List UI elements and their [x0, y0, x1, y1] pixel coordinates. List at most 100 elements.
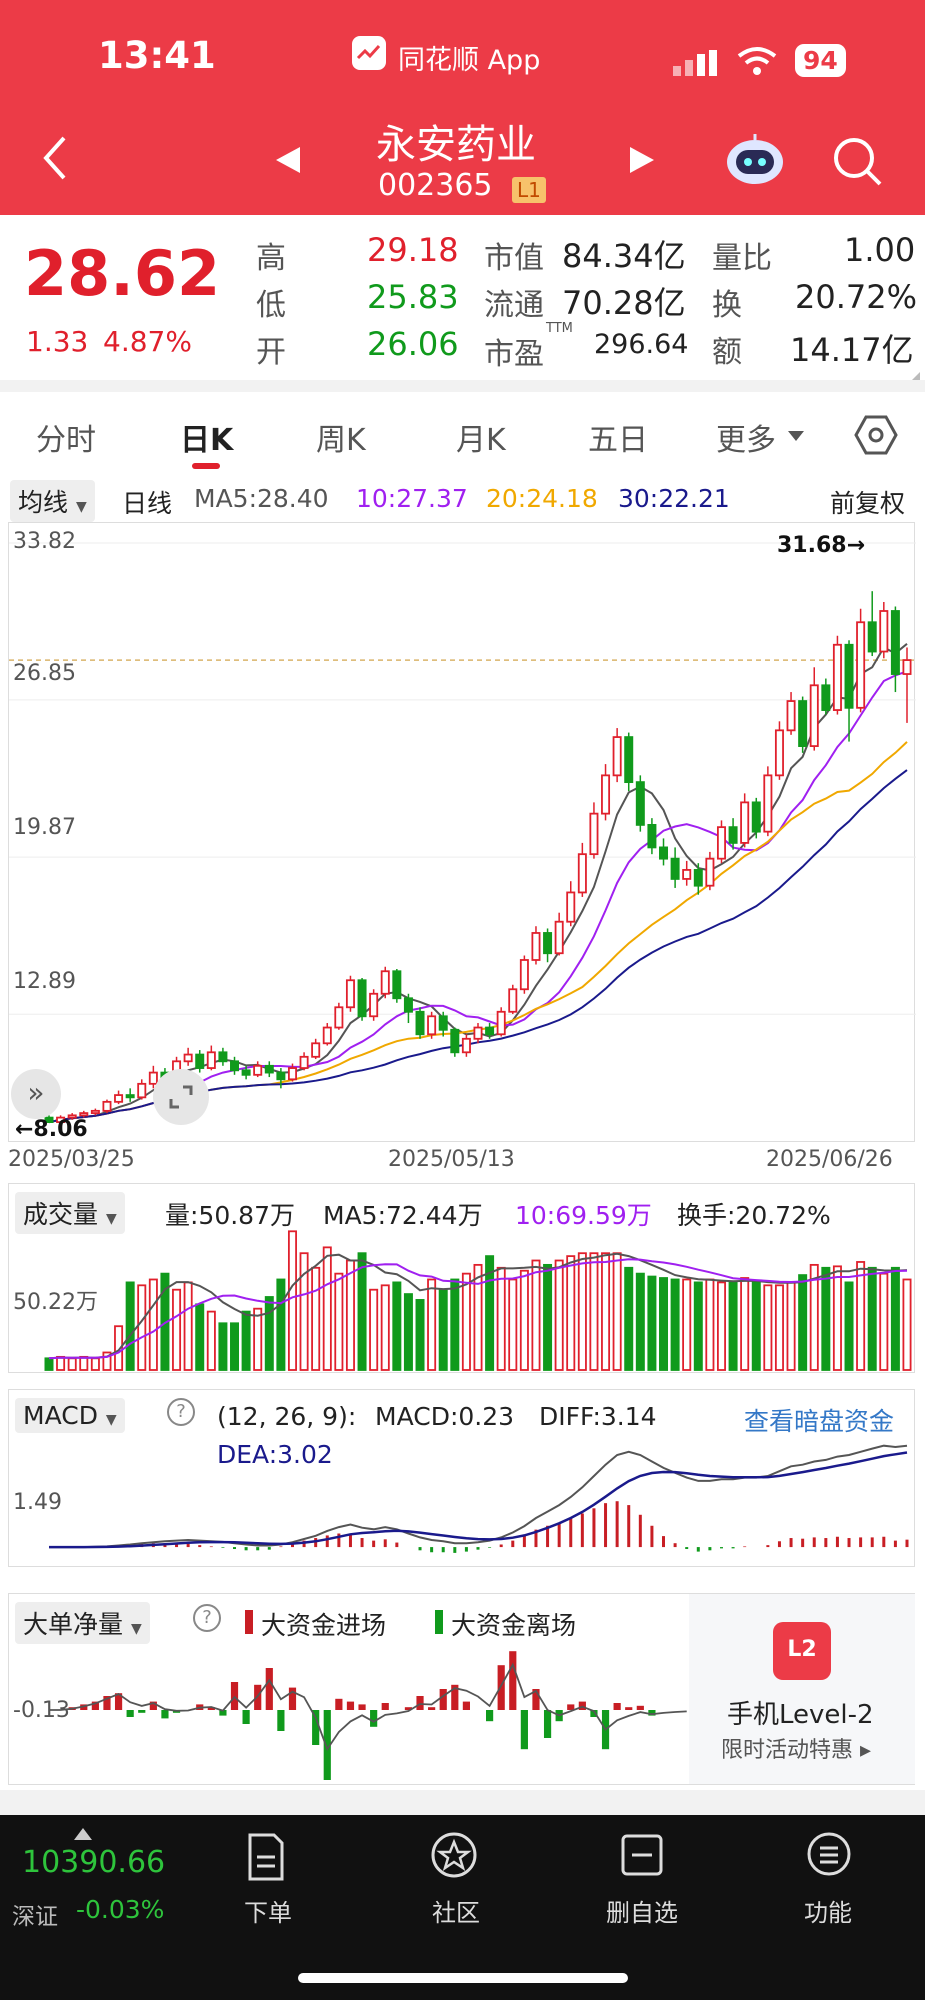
- ma30-value: 30:22.21: [618, 484, 730, 513]
- candle: [635, 781, 645, 826]
- bigorder-select[interactable]: 大单净量 ▼: [15, 1602, 150, 1644]
- ma-select[interactable]: 均线 ▼: [10, 480, 95, 522]
- volume-bar: [392, 1281, 402, 1371]
- volume-bar: [102, 1351, 112, 1371]
- kline-chart[interactable]: 33.82 26.85 19.87 12.89 31.68→ ←8.06 »: [8, 522, 916, 1142]
- expand-left-icon[interactable]: »: [11, 1069, 61, 1119]
- volume-panel[interactable]: 成交量 ▼ 量:50.87万 MA5:72.44万 10:69.59万 换手:2…: [8, 1183, 915, 1373]
- chevron-down-icon: ▼: [105, 1412, 117, 1428]
- index-change: -0.03%: [76, 1895, 165, 1924]
- ma5-line: [48, 643, 908, 1124]
- high-value: 29.18: [367, 231, 459, 269]
- tab-more[interactable]: 更多: [716, 423, 776, 458]
- candle: [369, 992, 379, 1018]
- legend-out-label: 大资金离场: [451, 1611, 577, 1640]
- candle: [230, 1060, 240, 1072]
- search-icon[interactable]: [832, 136, 884, 192]
- level-badge: L1: [512, 177, 546, 203]
- volume-bar: [577, 1252, 587, 1371]
- level2-promo[interactable]: L2 手机Level-2 限时活动特惠 ▸: [689, 1594, 915, 1784]
- volume-bar: [601, 1252, 611, 1371]
- menu-icon[interactable]: [806, 1831, 852, 1881]
- bigorder-bar: [138, 1710, 146, 1713]
- community-icon[interactable]: [430, 1831, 478, 1883]
- bigorder-bar: [381, 1703, 389, 1710]
- candle: [311, 1042, 321, 1058]
- volume-bar: [543, 1263, 553, 1371]
- bigorder-bar: [416, 1696, 424, 1710]
- volume-bar: [276, 1278, 286, 1371]
- volume-bar: [241, 1310, 251, 1371]
- prev-stock-icon[interactable]: [272, 145, 302, 179]
- candle: [867, 621, 877, 653]
- volume-bar: [682, 1278, 692, 1371]
- bigorder-bar: [567, 1704, 575, 1710]
- volume-bar: [369, 1288, 379, 1371]
- open-value: 26.06: [367, 325, 459, 363]
- macd-panel[interactable]: MACD ▼ ? (12, 26, 9): MACD:0.23 DIFF:3.1…: [8, 1389, 915, 1567]
- order-icon[interactable]: [246, 1833, 286, 1885]
- dark-pool-link[interactable]: 查看暗盘资金: [744, 1407, 895, 1436]
- order-label[interactable]: 下单: [244, 1899, 292, 1927]
- amount-value: 14.17亿: [790, 331, 914, 369]
- volume-select[interactable]: 成交量 ▼: [15, 1192, 125, 1234]
- candle: [392, 970, 402, 1000]
- volume-bar: [508, 1278, 518, 1371]
- bigorder-bar: [370, 1710, 378, 1727]
- candle: [890, 610, 900, 675]
- menu-label[interactable]: 功能: [804, 1899, 852, 1927]
- volume-bar: [438, 1288, 448, 1371]
- volume-bar: [380, 1284, 390, 1371]
- volume-bar: [114, 1325, 124, 1371]
- adjust-mode[interactable]: 前复权: [830, 489, 906, 518]
- volume-bar: [172, 1288, 182, 1371]
- bigorder-bar: [636, 1705, 644, 1710]
- volume-y-label: 50.22万: [13, 1290, 98, 1315]
- pe-value: 296.64: [594, 329, 689, 360]
- stock-name: 永安药业: [376, 122, 536, 168]
- back-icon[interactable]: [40, 134, 70, 186]
- tab-five-day[interactable]: 五日: [588, 423, 648, 458]
- y-label-3: 19.87: [13, 815, 76, 840]
- bigorder-select-label: 大单净量: [23, 1610, 124, 1639]
- bigorder-svg: [49, 1651, 687, 1780]
- y-label-2: 26.85: [13, 661, 76, 686]
- robot-icon[interactable]: [724, 132, 786, 192]
- volume-bar: [856, 1261, 866, 1371]
- fullscreen-icon[interactable]: [153, 1069, 209, 1125]
- macd-value: MACD:0.23: [375, 1402, 515, 1431]
- tab-daily-k[interactable]: 日K: [180, 423, 234, 458]
- bigorder-bar: [462, 1701, 470, 1710]
- community-label[interactable]: 社区: [432, 1899, 480, 1927]
- candle: [90, 1109, 100, 1114]
- remove-watchlist-icon[interactable]: [620, 1833, 664, 1881]
- next-stock-icon[interactable]: [628, 145, 658, 179]
- bigorder-bar: [91, 1701, 99, 1710]
- remove-watchlist-label[interactable]: 删自选: [606, 1899, 678, 1927]
- candle: [682, 869, 692, 880]
- help-icon[interactable]: ?: [193, 1604, 221, 1632]
- volume-bar: [763, 1284, 773, 1371]
- help-icon[interactable]: ?: [167, 1398, 195, 1426]
- settings-hexagon-icon[interactable]: [854, 413, 898, 461]
- date-mid: 2025/05/13: [388, 1147, 515, 1172]
- index-value[interactable]: 10390.66: [22, 1845, 166, 1880]
- low-label: 低: [256, 288, 286, 323]
- mktcap-value: 84.34亿: [562, 237, 686, 275]
- volume-bar: [56, 1355, 66, 1371]
- tab-monthly-k[interactable]: 月K: [456, 423, 506, 458]
- y-label-top: 33.82: [13, 529, 76, 554]
- tab-intraday[interactable]: 分时: [36, 423, 96, 458]
- volume-ma10-line: [48, 1258, 908, 1360]
- volume-bar: [890, 1266, 900, 1371]
- bigorder-panel[interactable]: 大单净量 ▼ ? 大资金进场 大资金离场 -0.13 L2 手机Level-2 …: [8, 1593, 915, 1785]
- tab-weekly-k[interactable]: 周K: [316, 423, 366, 458]
- candle: [345, 979, 355, 1009]
- candle: [543, 932, 553, 955]
- volume-bar: [809, 1263, 819, 1371]
- candle: [705, 857, 715, 887]
- candle: [659, 846, 669, 860]
- macd-select[interactable]: MACD ▼: [15, 1398, 125, 1433]
- candle: [322, 1026, 332, 1045]
- battery-icon: 94: [795, 44, 846, 77]
